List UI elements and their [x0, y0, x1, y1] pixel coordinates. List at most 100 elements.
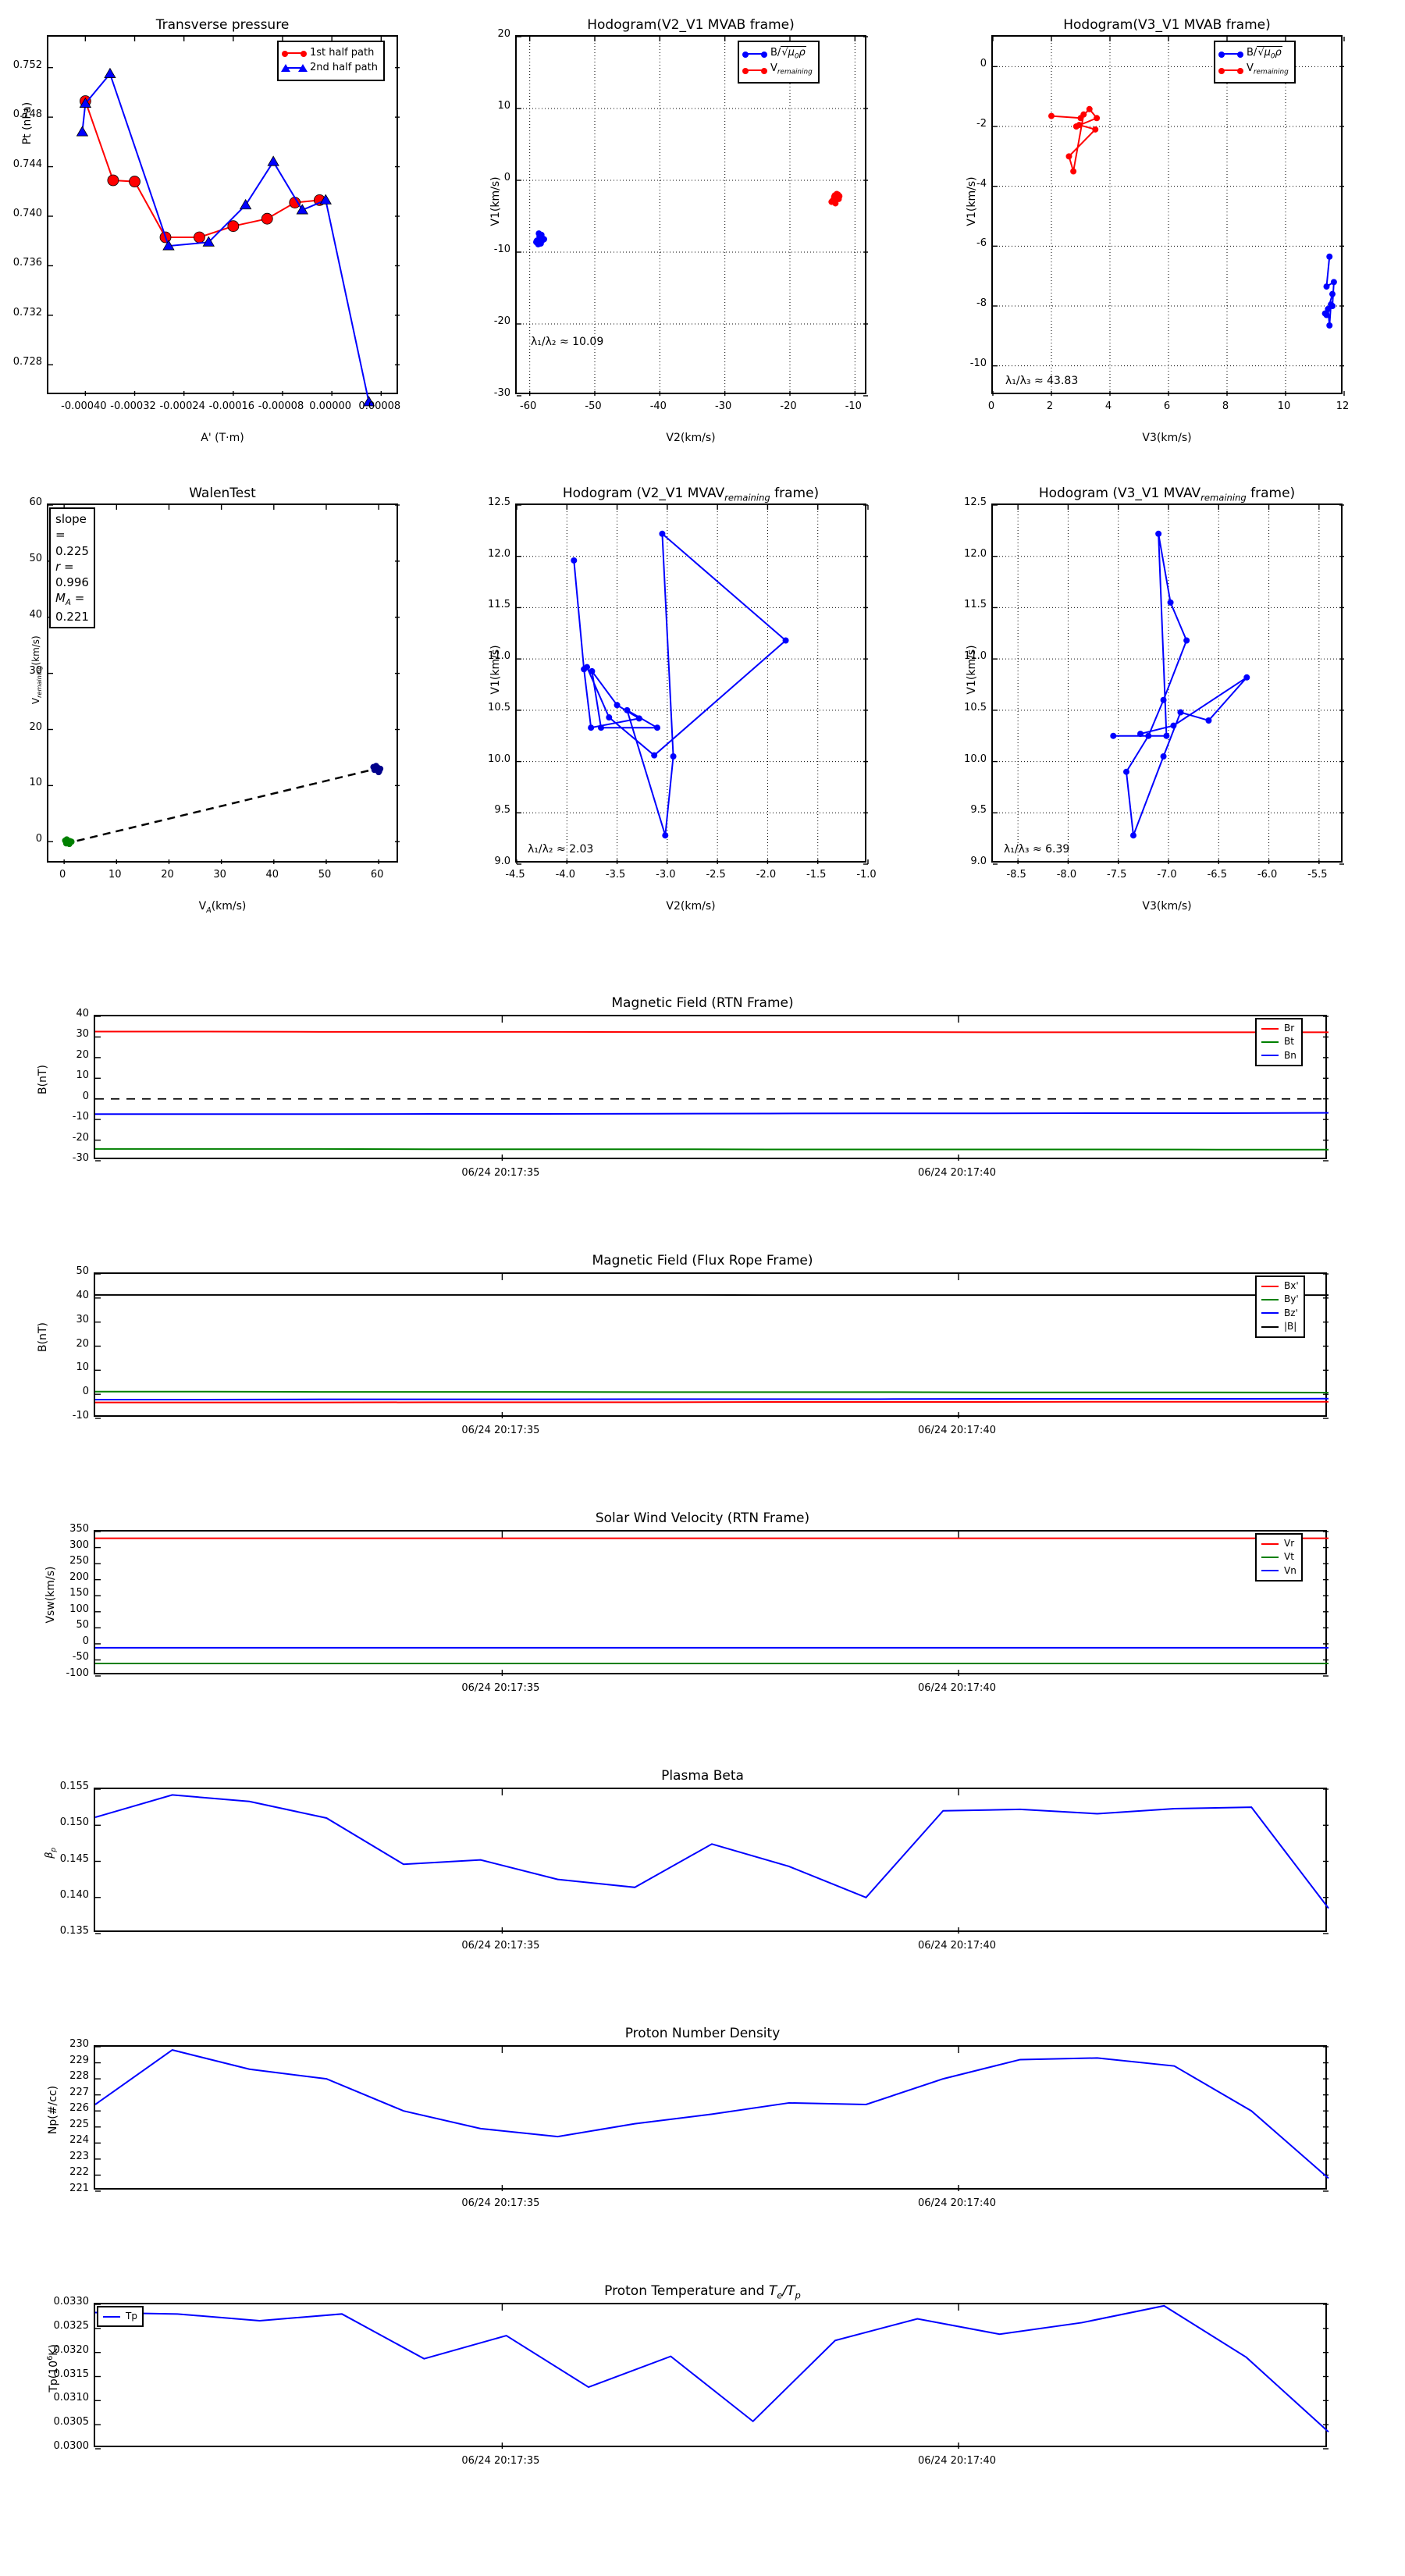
axis-tick-label: 228 [69, 2070, 89, 2083]
legend-item-bn[interactable]: Bn [1261, 1049, 1297, 1062]
plot-canvas [95, 1273, 1329, 1419]
legend-item-bz[interactable]: Bz' [1261, 1307, 1299, 1320]
legend[interactable]: Br Bt Bn [1255, 1018, 1303, 1067]
axis-tick-label: -0.00032 [110, 400, 156, 412]
axis-tick-label: 40 [29, 608, 42, 621]
axis-tick-label: -60 [520, 400, 537, 412]
axis-tick-label: 0.736 [12, 257, 42, 269]
triangle-marker-icon [281, 64, 308, 73]
legend-item-vremaining[interactable]: Vremaining [1218, 62, 1289, 77]
legend-item-bmag[interactable]: |B| [1261, 1320, 1299, 1333]
axis-tick-label: 60 [370, 869, 384, 881]
legend[interactable]: B/√μ0ρ Vremaining [738, 41, 820, 84]
legend-item-vn[interactable]: Vn [1261, 1564, 1297, 1578]
axis-tick-label: 8 [1222, 400, 1229, 412]
axis-tick-label: 20 [497, 28, 510, 40]
axis-tick-label: -6.5 [1207, 869, 1227, 881]
line-icon [103, 2315, 120, 2318]
axis-tick-label: 30 [213, 869, 226, 881]
legend[interactable]: Vr Vt Vn [1255, 1533, 1303, 1582]
axis-tick-label: 2 [1046, 400, 1054, 412]
legend-item-vt[interactable]: Vt [1261, 1550, 1297, 1564]
legend-label: By' [1284, 1293, 1299, 1305]
axis-tick-label: 0.0305 [53, 2416, 90, 2428]
axis-tick-label: -8.0 [1056, 869, 1077, 881]
walen-r: r = 0.996 [55, 559, 89, 589]
panel-title: Solar Wind Velocity (RTN Frame) [595, 1510, 810, 1526]
axis-tick-label: -30 [72, 1152, 89, 1164]
legend[interactable]: B/√μ0ρ Vremaining [1214, 41, 1296, 84]
axis-tick-label: 30 [76, 1028, 89, 1041]
x-axis-label: V2(km/s) [666, 432, 716, 444]
panel-title: Plasma Beta [661, 1768, 744, 1784]
line-marker-icon [1218, 52, 1243, 59]
axis-tick-label: -7.0 [1157, 869, 1177, 881]
legend-label: Vremaining [770, 62, 813, 76]
axis-tick-label: 0.0330 [53, 2296, 90, 2307]
walen-ma: MA = 0.221 [55, 591, 89, 624]
axis-tick-label: 10 [76, 1361, 89, 1374]
legend[interactable]: Tp [97, 2306, 144, 2328]
eigenvalue-ratio-annotation: λ₁/λ₃ ≈ 43.83 [1005, 375, 1079, 387]
axis-tick-label: -10 [845, 400, 862, 412]
plot-canvas [48, 504, 400, 864]
legend-item-2nd-half[interactable]: 2nd half path [281, 61, 378, 76]
axis-tick-label: 0.728 [12, 356, 42, 368]
axis-tick-label: 06/24 20:17:35 [461, 2197, 540, 2209]
axis-tick-label: 10 [29, 777, 42, 789]
legend-item-alfven[interactable]: B/√μ0ρ [1218, 46, 1289, 62]
axis-tick-label: 0.732 [12, 306, 42, 318]
line-icon [1261, 1557, 1279, 1559]
axis-tick-label: 0.155 [59, 1781, 89, 1792]
legend-item-by[interactable]: By' [1261, 1293, 1299, 1306]
axis-tick-label: 221 [69, 2183, 89, 2194]
axis-tick-label: -50 [72, 1651, 89, 1663]
axis-tick-label: -10 [493, 244, 510, 255]
legend[interactable]: Bx' By' Bz' |B| [1255, 1276, 1305, 1338]
axis-tick-label: -6.0 [1257, 869, 1278, 881]
axis-tick-label: 150 [69, 1587, 89, 1599]
axis-tick-label: 0.150 [59, 1816, 89, 1829]
legend-item-1st-half[interactable]: 1st half path [282, 46, 378, 61]
x-axis-label: A' (T·m) [201, 432, 244, 444]
axis-tick-label: 9.5 [494, 804, 510, 817]
legend[interactable]: 1st half path 2nd half path [277, 41, 385, 81]
legend-item-vremaining[interactable]: Vremaining [742, 62, 813, 77]
legend-label: Bx' [1284, 1280, 1299, 1291]
legend-item-bx[interactable]: Bx' [1261, 1279, 1299, 1293]
axis-tick-label: -10 [72, 1410, 89, 1421]
axis-tick-label: 06/24 20:17:35 [461, 1682, 540, 1694]
legend-item-bt[interactable]: Bt [1261, 1035, 1297, 1048]
axis-tick-label: -6 [976, 237, 987, 250]
axis-tick-label: -7.5 [1107, 869, 1127, 881]
axis-tick-label: 0 [503, 172, 510, 183]
legend-label: 2nd half path [310, 61, 378, 73]
legend-item-alfven[interactable]: B/√μ0ρ [742, 46, 813, 62]
axis-tick-label: 06/24 20:17:35 [461, 1425, 540, 1436]
axis-tick-label: 222 [69, 2166, 89, 2179]
axis-tick-label: 10.0 [964, 753, 987, 765]
plot-canvas [94, 2304, 1329, 2450]
axis-tick-label: 11.5 [488, 599, 510, 611]
axis-tick-label: -0.00040 [61, 400, 107, 412]
axis-tick-label: -20 [72, 1131, 89, 1144]
legend-item-br[interactable]: Br [1261, 1022, 1297, 1035]
x-axis-label: VA(km/s) [198, 900, 247, 915]
legend-label: Br [1284, 1023, 1295, 1034]
axis-tick-label: 100 [69, 1603, 89, 1615]
plot-area [94, 1530, 1329, 1677]
axis-tick-label: 12 [1336, 400, 1350, 412]
x-axis-label: V3(km/s) [1142, 900, 1192, 913]
walen-slope: slope = 0.225 [55, 512, 89, 558]
legend-item-tp[interactable]: Tp [103, 2310, 137, 2323]
axis-tick-label: 06/24 20:17:40 [918, 2455, 996, 2467]
eigenvalue-ratio-annotation: λ₁/λ₂ ≈ 2.03 [528, 843, 594, 856]
axis-tick-label: -0.00024 [159, 400, 205, 412]
axis-tick-label: 40 [76, 1289, 89, 1301]
legend-item-vr[interactable]: Vr [1261, 1537, 1297, 1550]
axis-tick-label: 0 [980, 58, 987, 70]
line-icon [1261, 1325, 1279, 1328]
legend-label: Bz' [1284, 1307, 1298, 1318]
axis-tick-label: 0 [35, 833, 42, 845]
axis-tick-label: 4 [1104, 400, 1112, 412]
